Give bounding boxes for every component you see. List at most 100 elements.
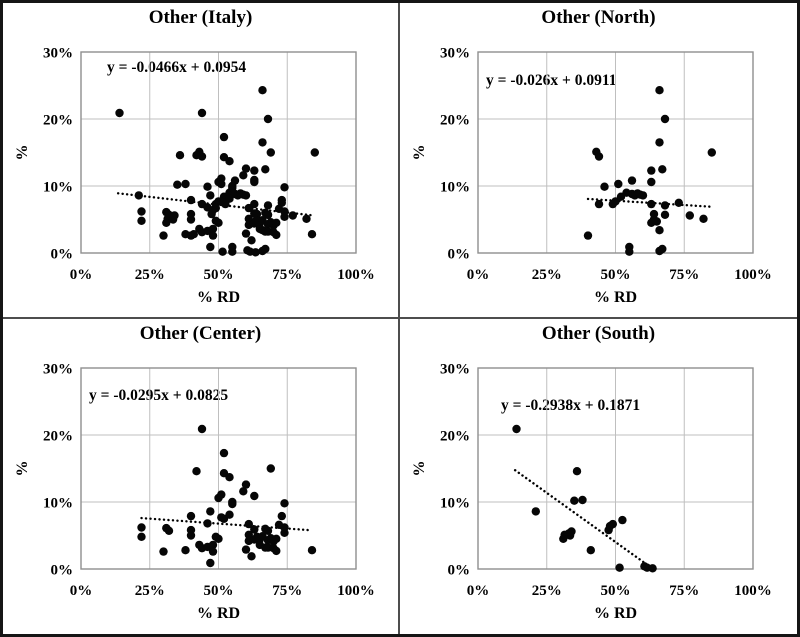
scatter-point: [649, 209, 659, 219]
scatter-point: [655, 138, 664, 147]
scatter-point: [594, 152, 604, 161]
scatter-point: [266, 148, 275, 157]
scatter-point: [115, 108, 124, 118]
scatter-point: [280, 528, 289, 537]
scatter-point: [221, 199, 230, 209]
x-tick-label: 25%: [135, 583, 165, 599]
scatter-point: [218, 247, 227, 256]
x-tick-label: 75%: [669, 267, 699, 283]
panel-title: Other (South): [541, 322, 656, 344]
scatter-point: [164, 526, 174, 535]
scatter-point: [197, 424, 207, 433]
scatter-point: [310, 148, 319, 157]
panel-title: Other (Italy): [148, 7, 253, 28]
scatter-point: [685, 211, 694, 220]
scatter-point: [263, 201, 273, 210]
scatter-point: [638, 191, 648, 200]
y-tick-label: 20%: [43, 113, 73, 129]
x-tick-label: 50%: [601, 583, 631, 599]
scatter-point: [225, 157, 234, 166]
scatter-point: [707, 148, 716, 157]
scatter-point: [615, 563, 624, 572]
scatter-point: [170, 211, 179, 220]
scatter-point: [272, 534, 281, 543]
y-axis-label: %: [411, 460, 428, 476]
scatter-point: [228, 183, 237, 193]
scatter-point: [272, 218, 281, 227]
x-tick-label: 50%: [204, 583, 234, 599]
plot-frame: [80, 366, 357, 570]
scatter-point: [241, 164, 251, 173]
scatter-point: [159, 231, 168, 240]
scatter-point: [244, 203, 253, 213]
y-tick-label: 0%: [448, 247, 471, 263]
scatter-point: [217, 174, 226, 183]
scatter-point: [247, 551, 256, 560]
x-axis-label: % RD: [197, 605, 240, 622]
y-tick-label: 10%: [43, 180, 73, 196]
scatter-point: [241, 229, 251, 238]
scatter-point: [648, 563, 657, 572]
scatter-point: [173, 180, 182, 189]
scatter-point: [583, 231, 593, 240]
scatter-point: [250, 175, 259, 185]
x-tick-label: 25%: [532, 583, 562, 599]
scatter-point: [578, 495, 587, 504]
x-tick-label: 50%: [601, 267, 631, 283]
scatter-point: [647, 199, 656, 209]
y-tick-label: 10%: [43, 495, 73, 511]
scatter-point: [272, 546, 281, 555]
y-axis-label: %: [411, 145, 428, 161]
scatter-point: [277, 511, 286, 520]
scatter-point: [307, 545, 317, 554]
scatter-point: [186, 530, 196, 540]
scatter-point: [652, 217, 661, 226]
y-tick-label: 30%: [440, 361, 470, 377]
scatter-point: [272, 230, 281, 240]
scatter-point: [531, 506, 540, 516]
scatter-point: [658, 244, 667, 254]
scatter-point: [302, 214, 311, 223]
scatter-point: [228, 499, 237, 508]
scatter-point: [250, 209, 259, 218]
x-axis-label: % RD: [594, 605, 637, 622]
scatter-point: [263, 210, 273, 219]
panel-other-italy: Other (Italy) y = -0.0466x + 0.0954 0% 25…: [3, 3, 400, 319]
scatter-point: [186, 195, 196, 205]
scatter-point: [512, 424, 521, 433]
y-tick-label: 0%: [51, 247, 74, 263]
scatter-point: [258, 138, 267, 147]
scatter-point: [239, 171, 248, 180]
scatter-plot: 0% 25% 50% 75% 100% 0% 10% 20% 30% % RD%: [14, 46, 375, 307]
scatter-point: [208, 540, 218, 549]
scatter-point: [206, 506, 215, 516]
scatter-point: [655, 86, 664, 95]
x-tick-label: 100%: [337, 583, 375, 599]
scatter-point: [186, 215, 196, 224]
panel-other-south: Other (South) y = -0.2938x + 0.1871 0% 25…: [400, 318, 797, 634]
scatter-plot: 0% 25% 50% 75% 100% 0% 10% 20% 30% % RD%: [411, 361, 772, 622]
scatter-point: [181, 545, 190, 554]
scatter-point: [660, 114, 670, 124]
y-tick-label: 20%: [43, 428, 73, 444]
trend-equation: y = -0.026x + 0.0911: [486, 72, 617, 89]
scatter-point: [699, 214, 708, 223]
plot-frame: [477, 366, 754, 570]
scatter-point: [572, 466, 582, 475]
scatter-point: [660, 201, 670, 210]
plot-frame: [477, 51, 754, 254]
x-tick-label: 0%: [467, 267, 490, 283]
x-tick-label: 0%: [70, 267, 93, 283]
scatter-point: [250, 166, 259, 175]
y-tick-label: 0%: [448, 562, 471, 578]
scatter-point: [627, 176, 637, 185]
x-tick-label: 100%: [337, 267, 375, 283]
scatter-point: [214, 534, 223, 543]
scatter-point: [208, 546, 218, 556]
scatter-point: [241, 544, 251, 554]
scatter-point: [655, 226, 664, 235]
scatter-point: [600, 182, 609, 191]
x-tick-label: 0%: [70, 583, 93, 599]
trend-equation: y = -0.0295x + 0.0825: [89, 386, 229, 404]
scatter-point: [244, 519, 253, 528]
